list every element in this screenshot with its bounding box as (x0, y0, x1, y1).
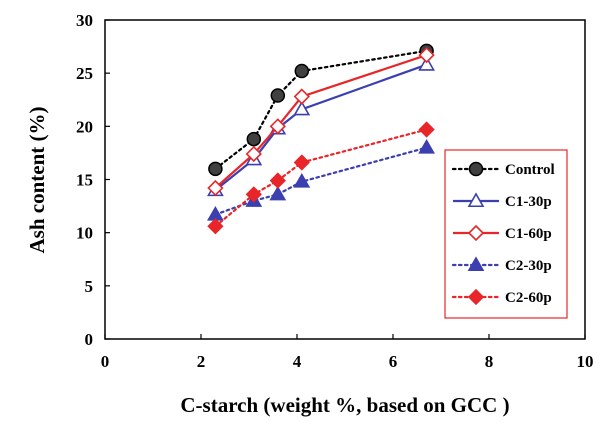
data-point (269, 118, 286, 135)
data-point (245, 145, 262, 163)
data-point (293, 154, 310, 171)
data-point (270, 88, 286, 103)
data-point (418, 46, 435, 64)
legend: Control C1-30p C1-60p C2-30p C2-60p (444, 149, 568, 319)
legend-marker (467, 192, 485, 208)
y-tick-label: 10 (76, 224, 93, 243)
legend-marker (467, 224, 485, 242)
series-c2-60p (207, 121, 435, 235)
data-point (269, 185, 287, 201)
y-tick-label: 30 (76, 11, 93, 30)
data-point (418, 138, 435, 154)
x-tick-label: 4 (293, 352, 302, 371)
data-point (207, 218, 224, 235)
data-point (293, 100, 311, 116)
data-point (245, 186, 262, 203)
data-point (294, 63, 310, 79)
data-point (207, 205, 224, 221)
x-tick-label: 8 (485, 352, 494, 371)
legend-label: Control (505, 162, 555, 178)
x-tick-label: 0 (101, 352, 110, 371)
x-axis-title: C-starch (weight %, based on GCC ) (180, 393, 509, 417)
legend-label: C2-60p (505, 290, 552, 306)
legend-label: C1-30p (505, 194, 552, 210)
legend-box (444, 149, 568, 319)
series-line (214, 49, 428, 170)
data-point (418, 56, 435, 71)
x-tick-label: 6 (389, 352, 398, 371)
series-layer (207, 43, 435, 235)
legend-marker (467, 256, 485, 272)
data-point (418, 121, 435, 138)
legend-label: C2-30p (505, 258, 552, 274)
x-tick-label: 2 (197, 352, 206, 371)
data-point (293, 173, 311, 188)
axes: 0 2 4 6 8 10 0 5 10 15 20 25 30 (76, 11, 594, 371)
y-tick-label: 15 (76, 171, 93, 190)
y-tick-label: 20 (76, 117, 93, 136)
data-point (269, 172, 286, 189)
series-c1-30p (207, 56, 435, 197)
data-point (246, 131, 262, 147)
series-line (214, 128, 428, 228)
legend-marker (468, 161, 484, 177)
data-point (208, 161, 223, 177)
y-tick-label: 25 (76, 64, 93, 83)
y-tick-label: 5 (85, 277, 94, 296)
legend-label: C1-60p (505, 226, 552, 242)
y-tick-label: 0 (85, 330, 94, 349)
series-c1-60p (207, 46, 435, 197)
x-tick-label: 10 (577, 352, 594, 371)
series-line (214, 63, 427, 191)
series-c2-30p (207, 138, 435, 221)
legend-marker (467, 288, 485, 306)
data-point (293, 88, 310, 105)
data-point (207, 179, 224, 197)
y-axis-title: Ash content (%) (25, 107, 49, 254)
